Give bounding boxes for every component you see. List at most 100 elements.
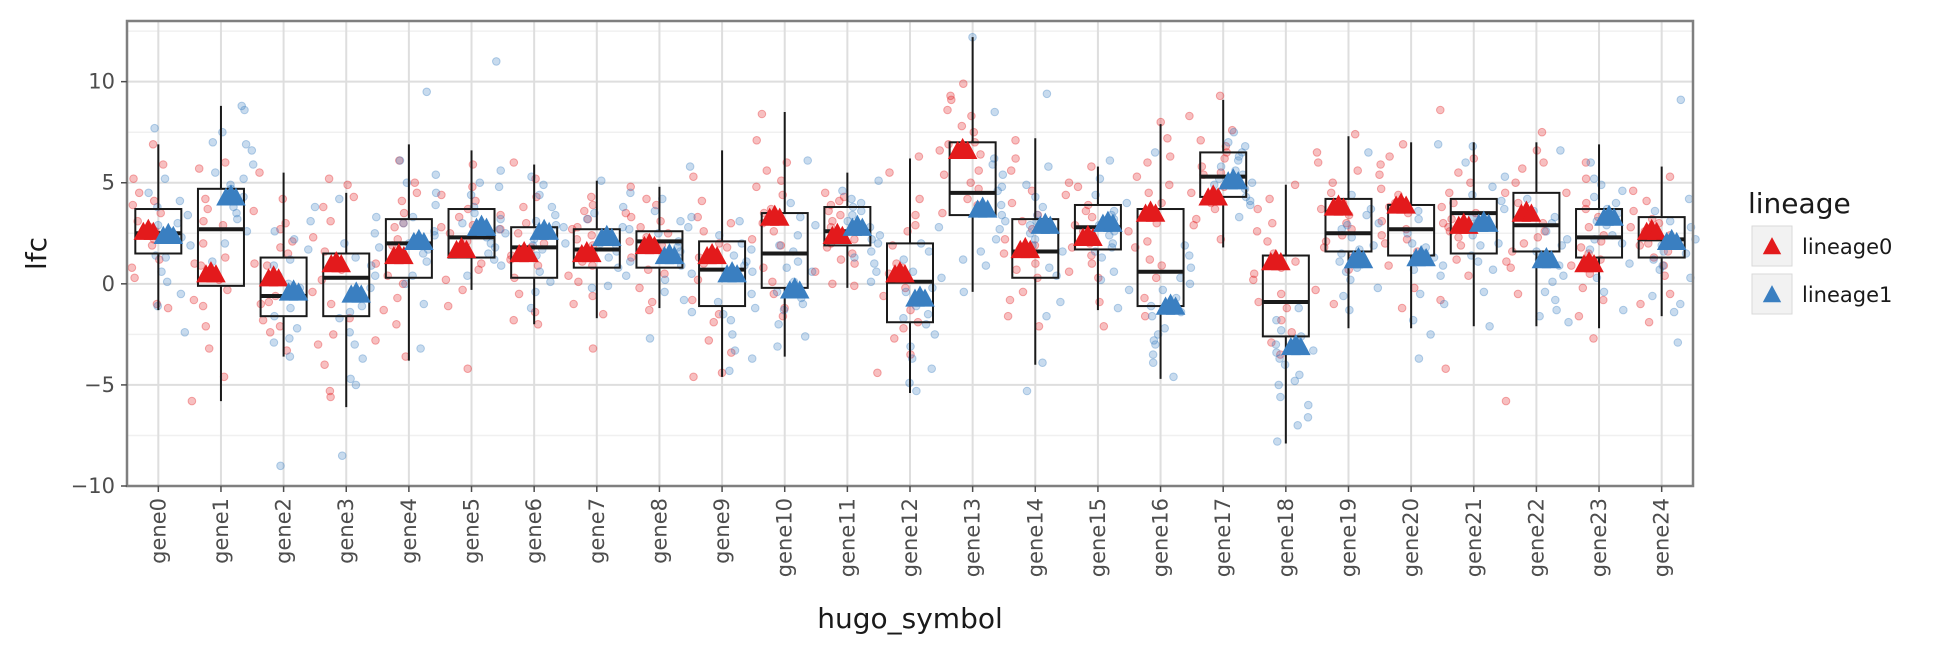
data-point [313, 340, 323, 349]
x-axis-title: hugo_symbol [817, 602, 1003, 635]
data-point [1500, 204, 1509, 214]
data-point [1541, 227, 1551, 236]
data-point [1267, 338, 1276, 347]
data-point [1376, 184, 1386, 194]
data-point [656, 216, 665, 226]
data-point [1551, 295, 1560, 305]
data-point [1022, 386, 1032, 396]
mean-marker [1666, 231, 1687, 251]
data-point [626, 212, 636, 222]
data-point [265, 328, 275, 337]
mean-marker [1271, 252, 1291, 271]
data-point [1025, 220, 1035, 230]
data-point [1414, 206, 1423, 216]
data-point [1276, 289, 1286, 299]
data-point [1042, 311, 1051, 321]
data-point [395, 156, 405, 165]
data-point [811, 220, 820, 230]
data-point [901, 283, 910, 293]
data-point [1574, 311, 1584, 321]
data-point [1245, 196, 1255, 206]
box [1011, 218, 1060, 279]
mean-marker [1083, 227, 1103, 246]
data-point [201, 322, 211, 331]
data-point [1485, 322, 1494, 331]
data-point [1669, 307, 1679, 317]
data-point [1438, 218, 1448, 228]
data-point [693, 212, 703, 222]
box [259, 256, 308, 318]
x-tick-label: gene16 [1149, 498, 1173, 577]
mean-marker [476, 217, 497, 236]
data-point [1501, 396, 1511, 406]
data-point [687, 307, 697, 317]
data-point [163, 303, 173, 313]
data-point [496, 166, 506, 175]
data-point [959, 79, 968, 88]
data-point [867, 247, 876, 256]
data-point [559, 222, 568, 232]
data-point [752, 136, 762, 145]
data-point [484, 249, 493, 258]
data-point [730, 346, 740, 355]
data-point [976, 150, 985, 159]
data-point [1276, 392, 1285, 402]
data-point [183, 210, 193, 220]
data-point [776, 241, 786, 250]
mean-marker [664, 245, 685, 265]
data-point [1105, 156, 1115, 165]
data-point [1169, 372, 1178, 382]
data-point [1001, 216, 1010, 226]
data-point [727, 348, 736, 357]
data-point [1038, 358, 1047, 368]
data-point [412, 188, 422, 198]
data-point [934, 222, 944, 232]
box [510, 226, 559, 279]
data-point [713, 297, 723, 307]
data-point [1099, 322, 1109, 331]
data-point [458, 285, 467, 295]
data-point [747, 289, 756, 299]
data-point [1673, 338, 1683, 347]
y-tick-label: 0 [102, 272, 115, 296]
data-point [959, 287, 969, 297]
data-point [1148, 350, 1158, 359]
data-point [198, 239, 208, 248]
x-tick-label: gene20 [1399, 498, 1423, 577]
data-point [247, 146, 257, 155]
data-point [704, 336, 714, 345]
data-point [1642, 196, 1651, 206]
mean-marker [977, 199, 998, 218]
data-point [237, 101, 246, 111]
data-point [1108, 239, 1118, 248]
data-point [496, 210, 505, 220]
data-point [1374, 218, 1383, 228]
data-point [1187, 188, 1196, 198]
data-point [1473, 257, 1483, 266]
data-point [324, 174, 334, 183]
data-point [997, 182, 1007, 192]
data-point [160, 174, 170, 183]
data-point [647, 297, 657, 307]
data-point [1132, 172, 1142, 181]
data-point [1304, 400, 1313, 410]
mean-marker [1396, 195, 1416, 214]
data-point [463, 271, 472, 281]
data-point [618, 222, 628, 232]
data-point [1648, 291, 1657, 301]
box [635, 230, 684, 269]
data-point [1433, 140, 1443, 149]
mean-marker [769, 207, 790, 226]
y-tick-label: 5 [102, 171, 115, 195]
data-point [470, 208, 479, 218]
data-point [431, 188, 441, 198]
data-point [998, 170, 1008, 179]
data-point [454, 212, 464, 222]
data-point [258, 315, 268, 325]
data-point [1456, 241, 1466, 250]
data-point [1552, 305, 1561, 315]
data-point [626, 182, 636, 192]
box [1512, 191, 1561, 253]
data-point [901, 287, 911, 297]
data-point [187, 396, 197, 406]
